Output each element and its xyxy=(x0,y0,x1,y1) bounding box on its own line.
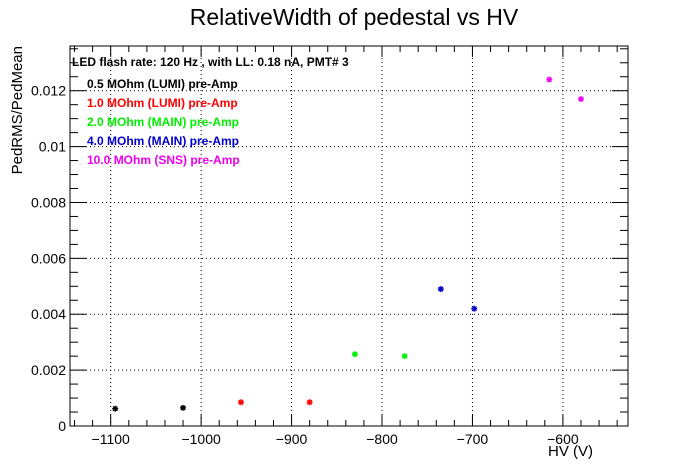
y-axis-label: PedRMS/PedMean xyxy=(9,46,26,174)
axis-ticks xyxy=(70,46,628,427)
legend-entry: 0.5 MOhm (LUMI) pre-Amp xyxy=(87,77,238,91)
tick-labels: −1100 −1000 −900 −800 −700 −600 0 0.002 0.004 0.0… xyxy=(31,83,579,447)
data-point xyxy=(401,353,408,360)
y-tick-label: 0.01 xyxy=(39,139,66,155)
grid-lines xyxy=(70,46,628,426)
y-tick-label: 0 xyxy=(58,418,66,434)
legend-entry: 4.0 MOhm (MAIN) pre-Amp xyxy=(87,134,239,148)
plot-frame xyxy=(69,45,629,427)
data-point xyxy=(437,286,444,293)
data-point xyxy=(351,351,358,358)
data-point xyxy=(546,76,553,83)
x-tick-label: −1100 xyxy=(92,431,130,447)
legend-entry: 10.0 MOhm (SNS) pre-Amp xyxy=(87,153,240,167)
data-point xyxy=(577,96,584,103)
legend-entry: 1.0 MOhm (LUMI) pre-Amp xyxy=(87,96,238,110)
legend-entry: 2.0 MOhm (MAIN) pre-Amp xyxy=(87,115,239,129)
x-axis-label: HV (V) xyxy=(548,443,593,460)
data-point xyxy=(180,404,187,411)
data-point xyxy=(471,305,478,312)
data-point xyxy=(306,399,313,406)
y-tick-label: 0.002 xyxy=(31,362,66,378)
data-point xyxy=(237,399,244,406)
legend: LED flash rate: 120 Hz , with LL: 0.18 n… xyxy=(72,55,349,167)
y-tick-label: 0.008 xyxy=(31,194,66,210)
y-tick-label: 0.012 xyxy=(31,83,66,99)
y-tick-label: 0.004 xyxy=(31,306,66,322)
legend-header: LED flash rate: 120 Hz , with LL: 0.18 n… xyxy=(72,55,349,69)
x-tick-label: −700 xyxy=(457,431,489,447)
x-tick-label: −600 xyxy=(547,431,579,447)
data-point xyxy=(112,405,119,412)
x-tick-label: −1000 xyxy=(181,431,221,447)
chart-title: RelativeWidth of pedestal vs HV xyxy=(190,4,519,30)
x-tick-label: −800 xyxy=(366,431,398,447)
x-tick-label: −900 xyxy=(276,431,308,447)
y-tick-label: 0.006 xyxy=(31,250,66,266)
data-points xyxy=(112,76,584,412)
